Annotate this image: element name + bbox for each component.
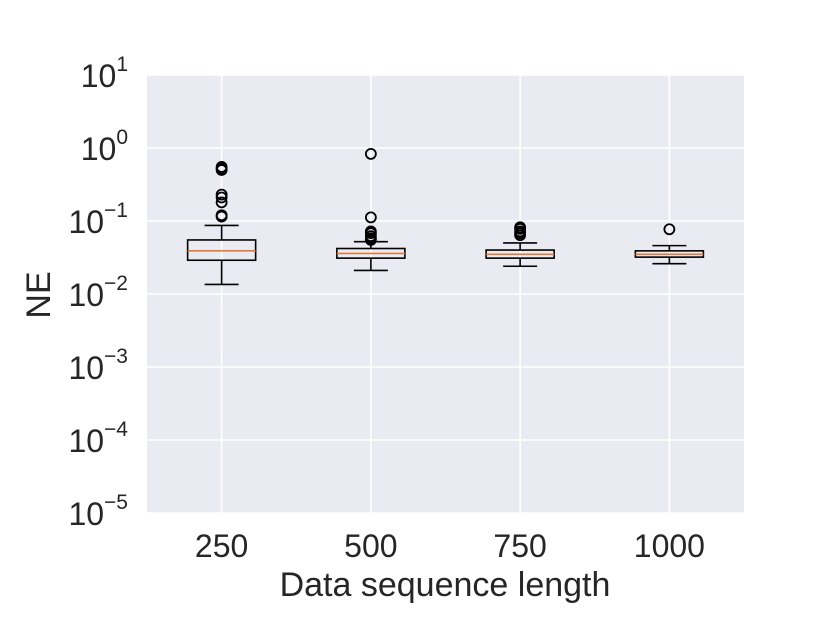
box-250 xyxy=(186,161,257,286)
y-tick-labels: 10−5 10−4 10−3 10−2 10−1 100 101 xyxy=(68,53,128,532)
y-axis-label: NE xyxy=(20,271,58,318)
outlier-point xyxy=(215,196,228,209)
y-tick-label: 100 xyxy=(81,126,128,167)
outlier-point xyxy=(514,221,527,234)
y-tick-label: 10−3 xyxy=(68,345,128,386)
box-500 xyxy=(336,148,406,272)
outlier-point xyxy=(215,161,228,173)
x-tick-labels: 250 500 750 1000 xyxy=(195,528,705,564)
grid-lines xyxy=(147,74,744,514)
x-tick-label: 750 xyxy=(493,528,546,564)
x-axis-label: Data sequence length xyxy=(280,566,611,604)
boxes xyxy=(186,148,705,286)
x-tick-label: 1000 xyxy=(634,528,705,564)
outlier-point xyxy=(215,209,228,222)
outlier-point xyxy=(364,148,377,160)
box-1000 xyxy=(634,223,705,265)
x-tick-label: 500 xyxy=(344,528,397,564)
y-tick-label: 10−1 xyxy=(68,199,128,240)
y-tick-label: 10−5 xyxy=(68,491,128,532)
y-tick-label: 101 xyxy=(81,53,128,94)
y-tick-label: 10−2 xyxy=(68,272,128,313)
x-tick-label: 250 xyxy=(195,528,248,564)
outlier-point xyxy=(364,211,377,224)
outlier-point xyxy=(663,223,676,236)
outlier-point xyxy=(215,188,228,201)
y-tick-label: 10−4 xyxy=(68,418,128,459)
outlier-point xyxy=(364,225,377,238)
box-750 xyxy=(485,221,555,268)
